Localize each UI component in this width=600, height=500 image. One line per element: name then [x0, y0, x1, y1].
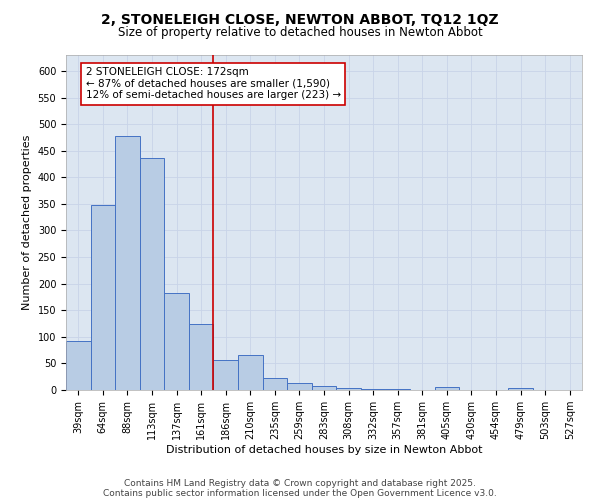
- Bar: [214, 360, 238, 390]
- Bar: [263, 378, 287, 390]
- Bar: [91, 205, 115, 390]
- Text: 2, STONELEIGH CLOSE, NEWTON ABBOT, TQ12 1QZ: 2, STONELEIGH CLOSE, NEWTON ABBOT, TQ12 …: [101, 12, 499, 26]
- Bar: [164, 292, 189, 390]
- Bar: [140, 158, 164, 390]
- Y-axis label: Number of detached properties: Number of detached properties: [22, 135, 32, 310]
- Text: Contains HM Land Registry data © Crown copyright and database right 2025.: Contains HM Land Registry data © Crown c…: [124, 478, 476, 488]
- Bar: [238, 356, 263, 390]
- Bar: [287, 383, 312, 390]
- Text: Size of property relative to detached houses in Newton Abbot: Size of property relative to detached ho…: [118, 26, 482, 39]
- Text: Contains public sector information licensed under the Open Government Licence v3: Contains public sector information licen…: [103, 488, 497, 498]
- Bar: [115, 136, 140, 390]
- Bar: [189, 324, 214, 390]
- Bar: [312, 386, 336, 390]
- X-axis label: Distribution of detached houses by size in Newton Abbot: Distribution of detached houses by size …: [166, 445, 482, 455]
- Bar: [508, 388, 533, 390]
- Bar: [66, 340, 91, 390]
- Bar: [336, 388, 361, 390]
- Text: 2 STONELEIGH CLOSE: 172sqm
← 87% of detached houses are smaller (1,590)
12% of s: 2 STONELEIGH CLOSE: 172sqm ← 87% of deta…: [86, 67, 341, 100]
- Bar: [434, 388, 459, 390]
